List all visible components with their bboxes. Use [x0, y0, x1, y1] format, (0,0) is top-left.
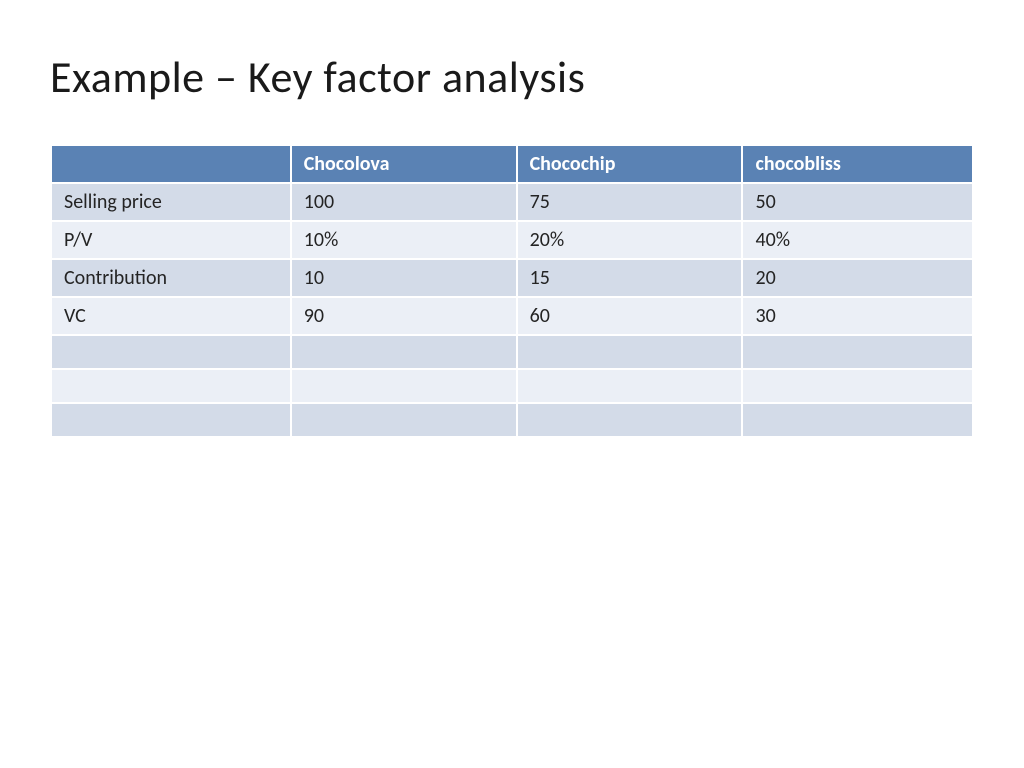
table-cell	[51, 403, 291, 437]
table-cell: 10%	[291, 221, 517, 259]
table-cell: 75	[517, 183, 743, 221]
table-cell: 90	[291, 297, 517, 335]
table-cell	[517, 335, 743, 369]
table-cell: Contribution	[51, 259, 291, 297]
table-cell: 50	[742, 183, 973, 221]
table-cell: VC	[51, 297, 291, 335]
table-cell: 10	[291, 259, 517, 297]
table-cell	[742, 335, 973, 369]
table-cell: 30	[742, 297, 973, 335]
table-header-cell: Chocolova	[291, 145, 517, 183]
table-cell	[742, 403, 973, 437]
table-cell	[517, 403, 743, 437]
table-cell	[51, 335, 291, 369]
table-cell: 15	[517, 259, 743, 297]
slide: Example – Key factor analysis ChocolovaC…	[0, 0, 1024, 768]
table-row	[51, 403, 973, 437]
table-cell: 40%	[742, 221, 973, 259]
table-cell: 100	[291, 183, 517, 221]
table-row: VC906030	[51, 297, 973, 335]
table-cell: 20%	[517, 221, 743, 259]
table-cell	[291, 369, 517, 403]
table-cell: 20	[742, 259, 973, 297]
table-row	[51, 369, 973, 403]
table-body: Selling price1007550P/V10%20%40%Contribu…	[51, 183, 973, 437]
table-row: Selling price1007550	[51, 183, 973, 221]
table-cell	[51, 369, 291, 403]
table-row: P/V10%20%40%	[51, 221, 973, 259]
table-cell	[742, 369, 973, 403]
key-factor-table: ChocolovaChocochipchocobliss Selling pri…	[50, 144, 974, 438]
table-row	[51, 335, 973, 369]
table-cell: 60	[517, 297, 743, 335]
table-head: ChocolovaChocochipchocobliss	[51, 145, 973, 183]
table-cell: Selling price	[51, 183, 291, 221]
table-cell	[291, 403, 517, 437]
slide-title: Example – Key factor analysis	[50, 50, 974, 104]
table-header-cell: Chocochip	[517, 145, 743, 183]
table-header-cell: chocobliss	[742, 145, 973, 183]
table-cell	[291, 335, 517, 369]
table-cell: P/V	[51, 221, 291, 259]
table-header-cell	[51, 145, 291, 183]
table-row: Contribution101520	[51, 259, 973, 297]
table-header-row: ChocolovaChocochipchocobliss	[51, 145, 973, 183]
table-cell	[517, 369, 743, 403]
